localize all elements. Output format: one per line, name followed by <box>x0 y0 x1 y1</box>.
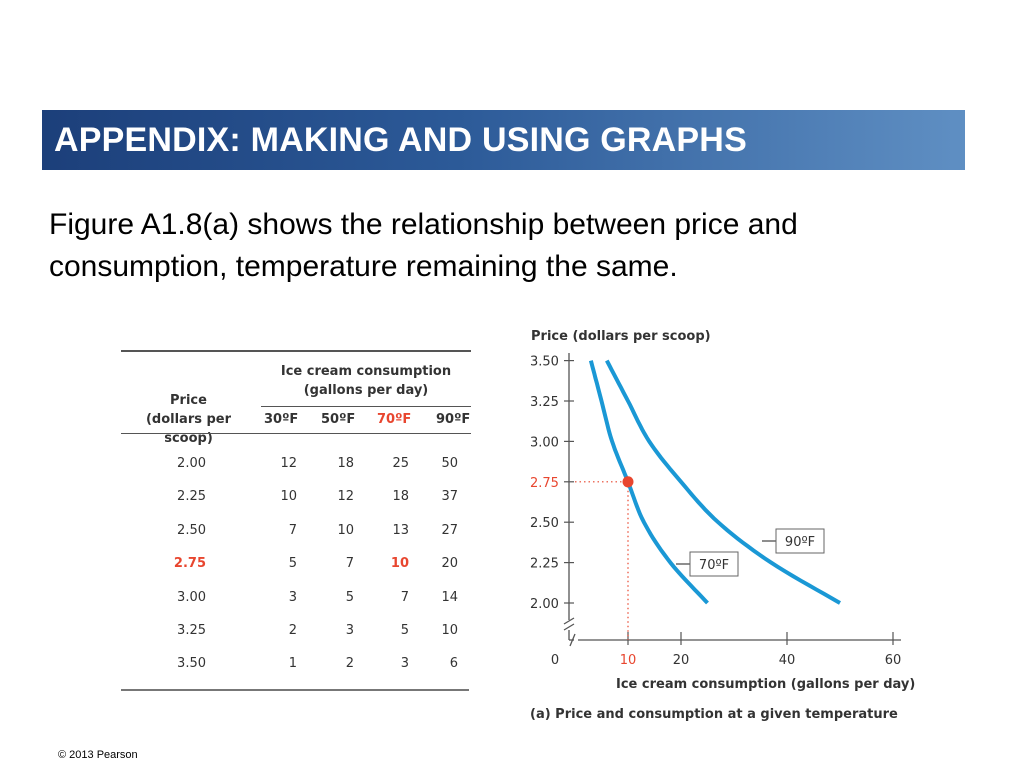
table-cell: 3 <box>288 589 297 605</box>
table-cell: 3 <box>400 656 409 672</box>
curve-label-70f-box <box>689 551 739 577</box>
chart-caption: (a) Price and consumption at a given tem… <box>530 707 898 722</box>
x-axis-break <box>569 633 576 647</box>
price-cell: 3.50 <box>177 656 206 672</box>
column-header: 90ºF <box>436 412 471 427</box>
y-tick-label: 2.50 <box>530 516 559 531</box>
price-cell: 2.75 <box>173 556 206 572</box>
y-tick-label: 2.00 <box>530 597 559 612</box>
y-axis-break <box>563 617 575 631</box>
table-cell: 12 <box>280 456 297 471</box>
column-header: 70ºF <box>377 412 412 427</box>
table-cell: 50 <box>441 456 458 471</box>
table-cell: 7 <box>345 556 354 572</box>
price-cell: 3.25 <box>177 623 206 638</box>
table-cell: 10 <box>441 623 458 638</box>
y-tick-label: 2.25 <box>530 557 559 572</box>
curve-label-90f: 90ºF <box>785 535 815 550</box>
table-group-header: Ice cream consumption (gallons per day) <box>261 362 471 400</box>
table-cell: 5 <box>288 556 297 572</box>
table-cell: 10 <box>390 556 409 572</box>
group-header-line-1: Ice cream consumption <box>280 364 452 379</box>
title-bar: APPENDIX: MAKING AND USING GRAPHS <box>42 110 965 170</box>
price-cell: 3.00 <box>177 589 206 605</box>
x-axis-label: Ice cream consumption (gallons per day) <box>616 677 915 692</box>
table-top-rule <box>121 350 471 352</box>
x-tick-label: 10 <box>620 653 637 668</box>
group-header-line-2: (gallons per day) <box>303 383 429 398</box>
y-tick-label: 2.75 <box>530 476 559 491</box>
table-bottom-rule <box>121 689 469 691</box>
price-header-line-1: Price <box>170 393 207 408</box>
curve-90f <box>605 359 841 605</box>
table-price-header: Price (dollars per scoop) <box>121 391 256 448</box>
table-cell: 20 <box>441 556 458 572</box>
price-cell: 2.00 <box>177 456 206 471</box>
column-header-rule <box>121 433 471 434</box>
group-header-rule <box>261 406 471 407</box>
table-cell: 25 <box>392 456 409 471</box>
curve-label-70f: 70ºF <box>699 558 729 573</box>
slide-title: APPENDIX: MAKING AND USING GRAPHS <box>54 121 747 159</box>
table-cell: 10 <box>280 489 297 505</box>
column-header: 50ºF <box>321 412 356 427</box>
table-cell: 18 <box>392 489 409 505</box>
curve-label-90f-box <box>775 528 825 554</box>
x-tick-label: 0 <box>551 653 559 668</box>
table-cell: 13 <box>392 522 409 538</box>
x-tick-label: 40 <box>779 653 796 668</box>
table-cell: 14 <box>441 589 458 605</box>
price-header-line-2: (dollars per scoop) <box>145 412 232 446</box>
table-cell: 10 <box>337 522 354 538</box>
table-cell: 3 <box>345 623 354 638</box>
table-cell: 6 <box>449 656 458 672</box>
table-cell: 5 <box>345 589 354 605</box>
table-cell: 5 <box>400 623 409 638</box>
table-cell: 2 <box>288 623 297 638</box>
table-cell: 1 <box>288 656 297 672</box>
y-axis-label: Price (dollars per scoop) <box>531 329 711 344</box>
y-tick-label: 3.00 <box>530 435 559 450</box>
table-cell: 37 <box>441 489 458 505</box>
price-consumption-chart: Price (dollars per scoop) 2.00 2.25 2.50 2.7… <box>530 329 915 722</box>
price-cell: 2.25 <box>177 489 206 505</box>
price-cell: 2.50 <box>177 522 206 538</box>
column-header: 30ºF <box>264 412 299 427</box>
table-cell: 7 <box>400 589 409 605</box>
y-tick-label: 3.25 <box>530 395 559 410</box>
y-tick-label: 3.50 <box>530 355 559 370</box>
body-text: Figure A1.8(a) shows the relationship be… <box>49 208 798 283</box>
table-cell: 12 <box>337 489 354 505</box>
table-cell: 27 <box>441 522 458 538</box>
x-tick-label: 20 <box>673 653 690 668</box>
table-cell: 18 <box>337 456 354 471</box>
table-cell: 2 <box>345 656 354 672</box>
copyright-notice: © 2013 Pearson <box>58 749 138 761</box>
x-tick-label: 60 <box>885 653 902 668</box>
highlight-point <box>622 476 634 488</box>
table-cell: 7 <box>288 522 297 538</box>
